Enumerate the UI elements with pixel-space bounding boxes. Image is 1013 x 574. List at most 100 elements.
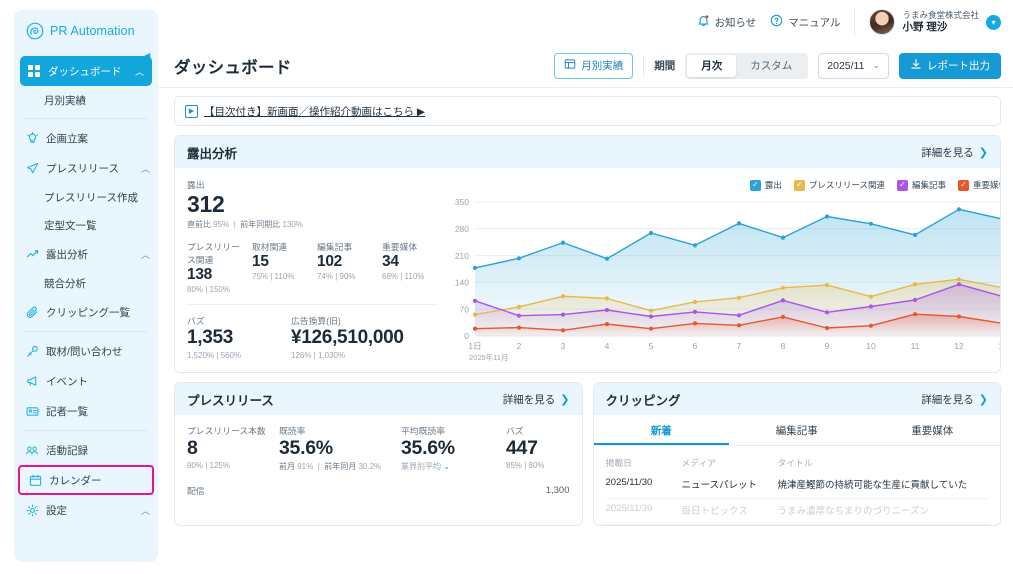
chevron-down-icon: ⌄ [872,60,880,70]
cell-date: 2025/11/30 [605,503,653,514]
clipping-details-link[interactable]: 詳細を見る ❯ [921,392,988,407]
distribution-bar-track [223,484,538,497]
user-menu[interactable]: うまみ食堂株式会社 小野 理沙 ▾ [869,9,1001,35]
metric-label: 既読率 [279,426,306,436]
manual-label: マニュアル [788,16,841,29]
svg-text:13: 13 [998,341,1001,351]
mic-icon [24,345,40,358]
tab-new[interactable]: 新着 [594,415,730,445]
user-name: 小野 理沙 [902,20,948,33]
sidebar-item-press-release[interactable]: プレスリリース ︿ [14,153,158,183]
period-segmented-control: 月次 カスタム [685,52,809,79]
chevron-down-icon[interactable]: ▾ [986,14,1001,30]
metric-sub: 80% | 150% [187,285,230,295]
sidebar-panel: PR Automation ◀ ダッシュボード ︿ 月別実績 [14,10,158,562]
details-label: 詳細を見る [502,393,556,406]
press-release-details-link[interactable]: 詳細を見る ❯ [503,392,570,407]
prev-month-value: 91% [297,462,314,471]
prev-value: 95% [213,220,230,230]
metric-label: プレスリリース本数 [187,426,266,436]
notifications-button[interactable]: お知らせ [697,14,756,30]
details-label: 詳細を見る [921,393,974,406]
metric-sub: 業界別平均 [401,462,441,471]
sidebar-item-label: イベント [46,375,88,388]
table-row[interactable]: 2025/11/30 ニュースパレット 焼津産鰹節の持続可能な生産に貢献していた [605,473,988,499]
legend-item-exposure[interactable]: ✓ 露出 [749,178,782,192]
metric-value: 1,353 [187,327,234,349]
yoy-month-value: 30.2% [358,462,382,471]
metrics-divider [187,304,437,306]
svg-text:11: 11 [911,341,920,351]
exposure-submetrics: プレスリリース関連 138 80% | 150% 取材関連 15 75% | 1… [187,240,437,294]
sidebar-item-exposure-analysis[interactable]: 露出分析 ︿ [14,239,158,269]
sidebar-item-event[interactable]: イベント [14,366,158,396]
sidebar-item-clipping-list[interactable]: クリッピング一覧 [14,297,158,327]
sidebar-item-settings[interactable]: 設定 ︿ [14,495,158,525]
sidebar-item-label: 露出分析 [46,248,88,261]
svg-text:8: 8 [781,341,786,351]
sidebar-item-label: 取材/問い合わせ [46,345,123,358]
sidebar-item-competitor-analysis[interactable]: 競合分析 [14,269,158,297]
export-report-button[interactable]: レポート出力 [899,52,1001,79]
checkbox-checked-icon: ✓ [957,179,969,191]
exposure-main-label: 露出 [187,180,205,190]
sidebar-item-label: クリッピング一覧 [46,306,130,319]
metric-sub: 68% | 110% [382,272,425,282]
card-header: クリッピング 詳細を見る ❯ [593,383,1000,415]
grid-icon [26,65,42,77]
period-option-monthly[interactable]: 月次 [687,54,737,77]
tab-key-media[interactable]: 重要媒体 [911,425,954,437]
brand: PR Automation [14,10,158,44]
monthly-results-button[interactable]: 月別実績 [554,52,634,79]
exposure-details-link[interactable]: 詳細を見る ❯ [921,145,988,160]
legend-item-key-media[interactable]: ✓ 重要媒体 [957,178,1000,192]
export-report-label: レポート出力 [927,60,990,72]
industry-average-select[interactable]: 業界別平均 ⌄ [401,461,506,472]
sidebar-item-create-press-release[interactable]: プレスリリース作成 [14,183,158,211]
date-select[interactable]: 2025/11 ⌄ [818,52,889,79]
sidebar-item-template-list[interactable]: 定型文一覧 [14,211,158,239]
metric-key-media: 重要媒体 34 68% | 110% [382,240,437,294]
legend-label: プレスリリース関連 [808,180,885,190]
sidebar-item-calendar[interactable]: カレンダー [18,465,154,495]
metric-value: 34 [382,253,399,271]
metric-interview: 取材関連 15 75% | 110% [252,240,307,294]
sidebar-item-monthly-results[interactable]: 月別実績 [14,86,158,114]
svg-text:350: 350 [455,197,469,207]
legend-item-editorial[interactable]: ✓ 編集記事 [896,178,946,192]
avatar [869,9,896,35]
sidebar-item-planning[interactable]: 企画立案 [14,123,158,153]
people-icon [24,444,40,457]
chart-svg: 0 70 140 210 280 350 1日 2 3 4 5 6 7 8 9 10 11 12 13 2025年11… [455,197,1001,362]
notice-banner-link[interactable]: 【目次付き】新画面／操作紹介動画はこちら ▶ [204,105,425,118]
metric-sub: 75% | 110% [252,272,295,282]
monthly-results-label: 月別実績 [581,60,624,72]
cell-date: 2025/11/30 [605,477,653,488]
cell-title: 焼津産鰹節の持続可能な生産に貢献していた [777,480,968,491]
cell-media: 毎日トピックス [681,506,748,517]
sidebar-item-activity-log[interactable]: 活動記録 [14,435,158,465]
page-header: ダッシュボード 月別実績 期間 月次 カスタム [158,44,1013,88]
legend-label: 露出 [764,180,782,190]
metric-value: 35.6% [401,437,455,459]
cell-media: ニュースパレット [681,480,758,491]
tab-editorial[interactable]: 編集記事 [775,425,818,437]
cell-title: うまみ濃厚なちまりのづりニーズン [777,506,930,517]
metric-label: 平均既読率 [401,426,445,436]
sidebar-item-dashboard[interactable]: ダッシュボード ︿ [20,56,152,86]
table-icon [564,58,576,73]
metric-value: 8 [187,437,198,459]
metric-buzz: バズ 447 85% | 80% [506,424,570,472]
column-header-date: 掲載日 [605,458,632,468]
period-option-custom[interactable]: カスタム [750,60,793,72]
metric-sub: 126% | 1,030% [291,350,346,360]
legend-item-press-release[interactable]: ✓ プレスリリース関連 [793,178,885,192]
manual-button[interactable]: マニュアル [770,14,840,30]
header-divider [643,54,645,77]
table-row[interactable]: 2025/11/30 毎日トピックス うまみ濃厚なちまりのづりニーズン [605,499,988,525]
chart-line-icon [24,248,40,261]
svg-text:3: 3 [561,341,566,351]
notice-banner[interactable]: ▶ 【目次付き】新画面／操作紹介動画はこちら ▶ [174,96,1001,126]
sidebar-item-reporter-list[interactable]: 記者一覧 [14,396,158,426]
sidebar-item-interview-inquiry[interactable]: 取材/問い合わせ [14,336,158,366]
